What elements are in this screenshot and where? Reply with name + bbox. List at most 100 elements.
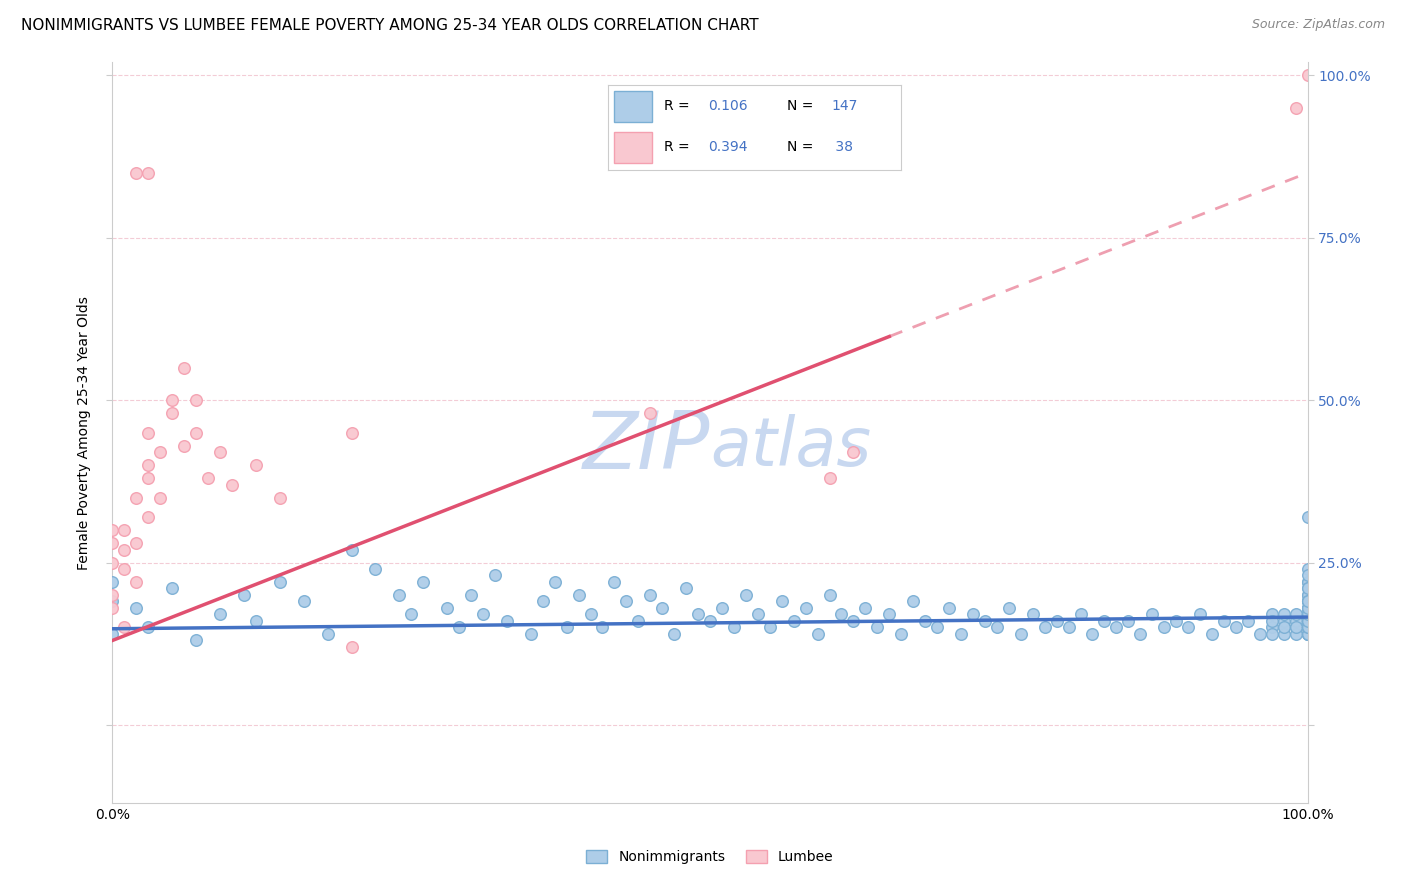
Point: [149, 445, 172, 459]
Point: [1296, 594, 1319, 608]
Point: [927, 620, 949, 634]
Point: [1272, 620, 1295, 634]
Point: [1201, 627, 1223, 641]
Point: [1296, 627, 1319, 641]
Point: [568, 588, 591, 602]
Point: [1094, 614, 1116, 628]
Point: [818, 588, 841, 602]
Point: [1296, 607, 1319, 622]
Point: [651, 601, 673, 615]
Point: [233, 588, 256, 602]
Point: [269, 574, 291, 589]
Point: [675, 582, 697, 596]
Point: [1296, 69, 1319, 83]
Point: [950, 627, 973, 641]
Point: [364, 562, 387, 576]
Point: [1296, 594, 1319, 608]
Point: [1296, 562, 1319, 576]
Point: [162, 393, 183, 408]
Point: [627, 614, 650, 628]
Point: [1296, 620, 1319, 634]
Point: [998, 601, 1021, 615]
Point: [855, 601, 877, 615]
Point: [484, 568, 506, 582]
Point: [1296, 614, 1319, 628]
Point: [1142, 607, 1164, 622]
Point: [1272, 620, 1295, 634]
Point: [879, 607, 901, 622]
Point: [412, 574, 434, 589]
Text: Source: ZipAtlas.com: Source: ZipAtlas.com: [1251, 18, 1385, 31]
Point: [292, 594, 315, 608]
Point: [1225, 620, 1247, 634]
Point: [138, 425, 160, 440]
Point: [903, 594, 925, 608]
Point: [149, 491, 172, 505]
Point: [543, 574, 565, 589]
Point: [114, 620, 135, 634]
Point: [138, 471, 160, 485]
Point: [1296, 620, 1319, 634]
Point: [1296, 574, 1319, 589]
Point: [1296, 607, 1319, 622]
Point: [388, 588, 411, 602]
Point: [986, 620, 1008, 634]
Point: [125, 536, 148, 550]
Point: [1285, 101, 1308, 115]
Point: [782, 614, 804, 628]
Point: [735, 588, 758, 602]
Point: [640, 406, 662, 420]
Point: [723, 620, 745, 634]
Point: [1296, 614, 1319, 628]
Point: [1296, 627, 1319, 641]
Point: [1296, 582, 1319, 596]
Point: [1022, 607, 1045, 622]
Point: [1057, 620, 1080, 634]
Point: [794, 601, 817, 615]
Point: [101, 556, 124, 570]
Point: [186, 425, 208, 440]
Point: [1296, 582, 1319, 596]
Point: [245, 458, 267, 472]
Point: [138, 166, 160, 180]
Point: [1105, 620, 1128, 634]
Point: [579, 607, 602, 622]
Point: [114, 562, 135, 576]
Point: [1296, 601, 1319, 615]
Point: [1046, 614, 1069, 628]
Text: ZIP: ZIP: [582, 409, 710, 486]
Point: [962, 607, 984, 622]
Point: [1296, 620, 1319, 634]
Point: [1177, 620, 1199, 634]
Text: atlas: atlas: [710, 415, 872, 481]
Point: [138, 620, 160, 634]
Point: [866, 620, 889, 634]
Point: [114, 523, 135, 537]
Point: [1296, 627, 1319, 641]
Point: [1296, 620, 1319, 634]
Point: [1296, 601, 1319, 615]
Point: [974, 614, 997, 628]
Point: [1296, 620, 1319, 634]
Point: [1296, 607, 1319, 622]
Point: [1296, 627, 1319, 641]
Point: [1296, 620, 1319, 634]
Point: [1261, 614, 1284, 628]
Point: [1296, 614, 1319, 628]
Point: [1296, 510, 1319, 524]
Point: [1296, 627, 1319, 641]
Point: [1285, 620, 1308, 634]
Point: [1261, 620, 1284, 634]
Point: [688, 607, 710, 622]
Point: [1261, 627, 1284, 641]
Point: [1296, 607, 1319, 622]
Point: [1118, 614, 1140, 628]
Point: [340, 425, 363, 440]
Point: [472, 607, 495, 622]
Point: [496, 614, 519, 628]
Point: [1272, 607, 1295, 622]
Y-axis label: Female Poverty Among 25-34 Year Olds: Female Poverty Among 25-34 Year Olds: [77, 295, 91, 570]
Point: [1166, 614, 1188, 628]
Point: [759, 620, 782, 634]
Point: [186, 633, 208, 648]
